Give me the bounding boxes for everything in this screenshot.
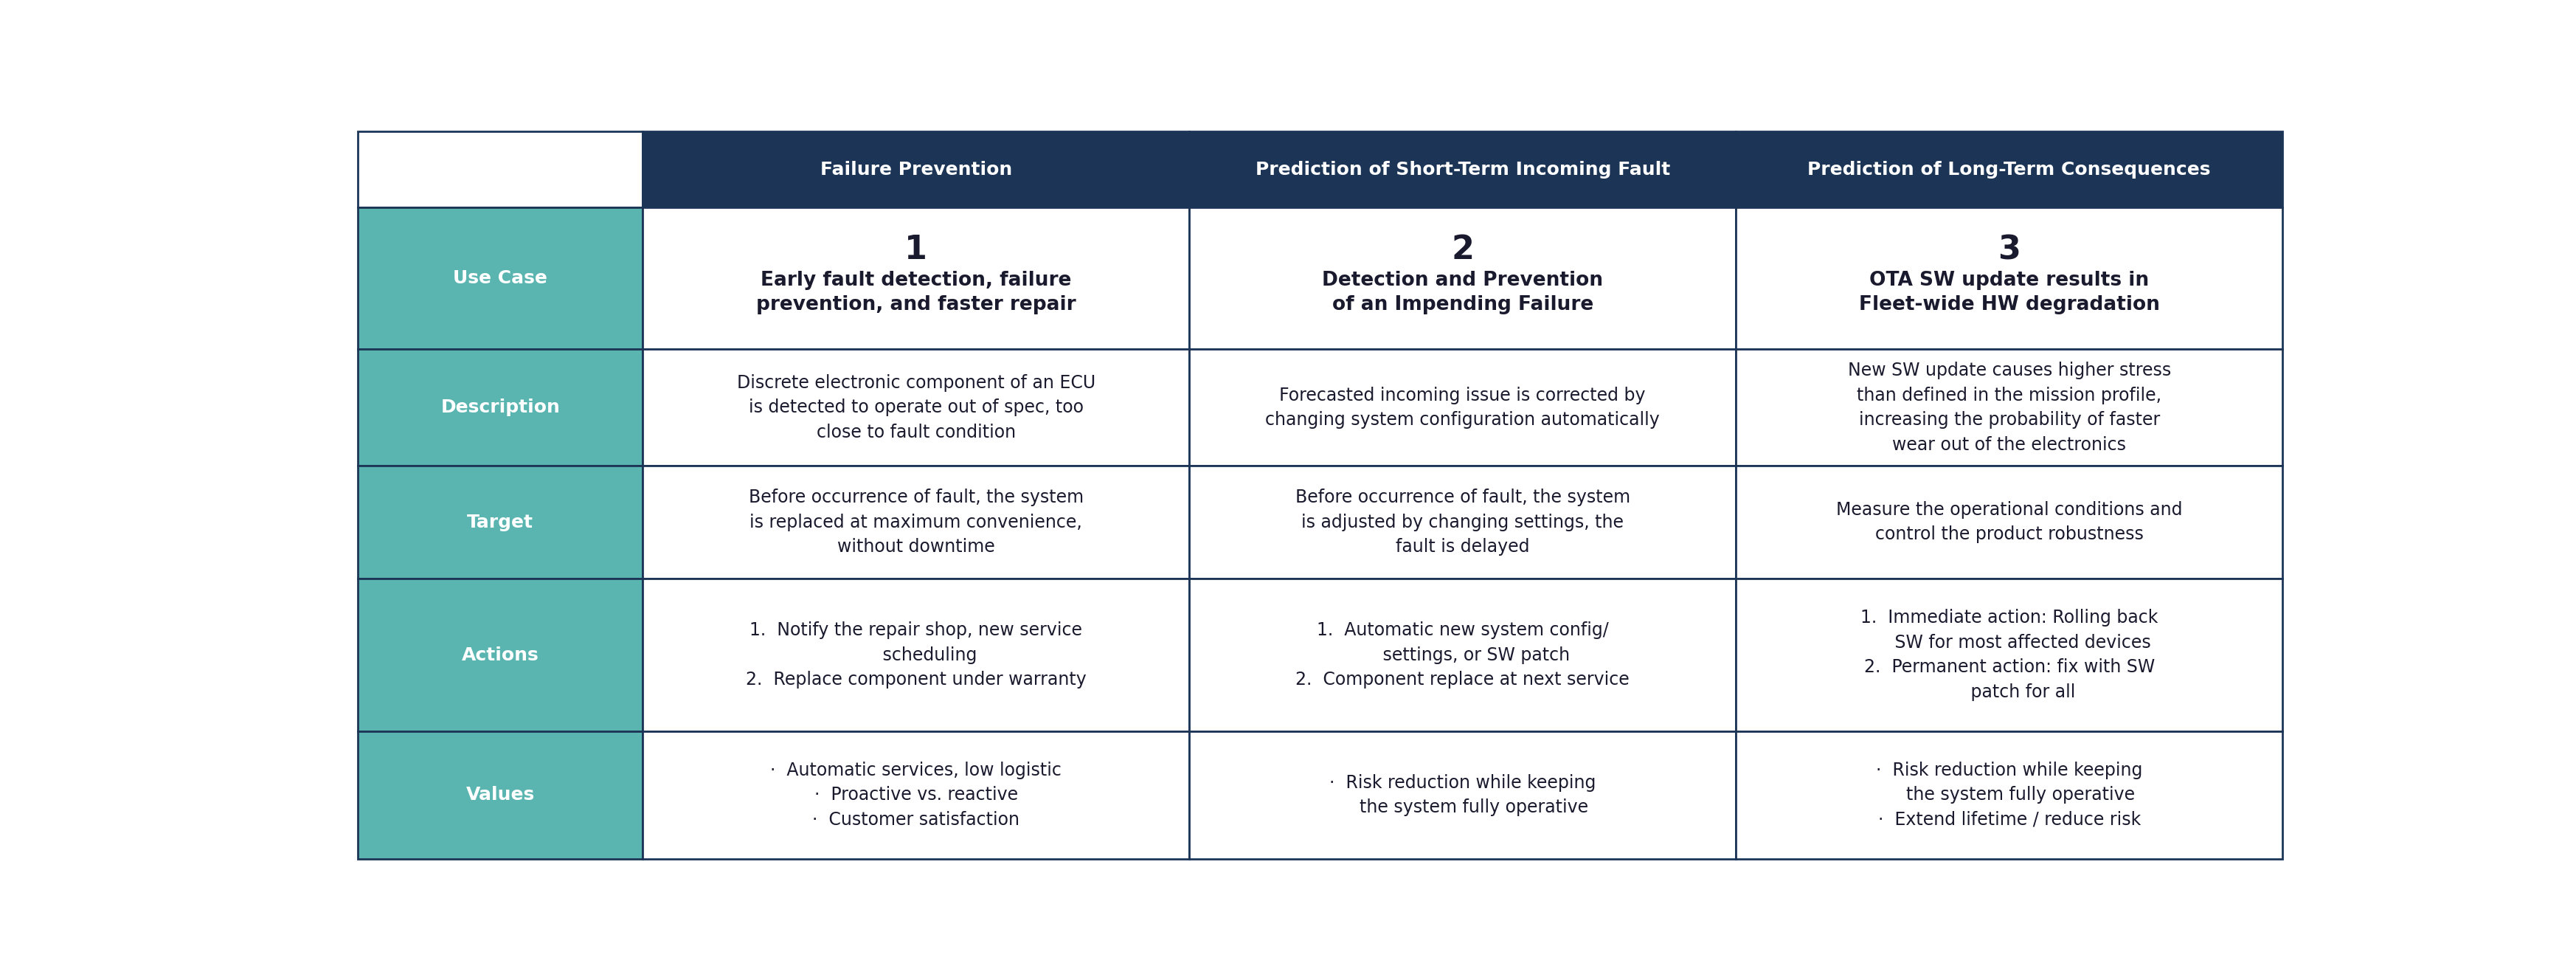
Text: 1: 1 [904, 234, 927, 266]
Bar [644, 131, 1190, 208]
Text: ·  Automatic services, low logistic
·  Proactive vs. reactive
·  Customer satisf: · Automatic services, low logistic · Pro… [770, 761, 1061, 828]
Text: 1.  Notify the repair shop, new service
     scheduling
2.  Replace component un: 1. Notify the repair shop, new service s… [744, 621, 1087, 689]
Bar [1190, 578, 1736, 731]
Bar [358, 131, 644, 208]
Text: Early fault detection, failure
prevention, and faster repair: Early fault detection, failure preventio… [757, 270, 1077, 315]
Text: Measure the operational conditions and
control the product robustness: Measure the operational conditions and c… [1837, 501, 2182, 543]
Text: Use Case: Use Case [453, 270, 549, 287]
Bar [1736, 350, 2282, 465]
Text: Actions: Actions [461, 646, 538, 663]
Bar [358, 208, 644, 350]
Text: Prediction of Long-Term Consequences: Prediction of Long-Term Consequences [1808, 161, 2210, 178]
Bar [644, 208, 1190, 350]
Text: Forecasted incoming issue is corrected by
changing system configuration automati: Forecasted incoming issue is corrected b… [1265, 386, 1659, 429]
Text: 2: 2 [1450, 234, 1473, 266]
Bar [358, 465, 644, 578]
Bar [358, 350, 644, 465]
Text: New SW update causes higher stress
than defined in the mission profile,
increasi: New SW update causes higher stress than … [1847, 362, 2172, 454]
Text: Description: Description [440, 399, 559, 416]
Text: ·  Risk reduction while keeping
    the system fully operative
·  Extend lifetim: · Risk reduction while keeping the syste… [1875, 761, 2143, 828]
Bar [1736, 208, 2282, 350]
Text: Values: Values [466, 786, 536, 804]
Bar [1736, 465, 2282, 578]
Bar [1190, 465, 1736, 578]
Text: 1.  Immediate action: Rolling back
     SW for most affected devices
2.  Permane: 1. Immediate action: Rolling back SW for… [1860, 609, 2159, 701]
Bar [644, 350, 1190, 465]
Bar [1190, 208, 1736, 350]
Text: 3: 3 [1999, 234, 2020, 266]
Text: 1.  Automatic new system config/
     settings, or SW patch
2.  Component replac: 1. Automatic new system config/ settings… [1296, 621, 1631, 689]
Text: Before occurrence of fault, the system
is replaced at maximum convenience,
witho: Before occurrence of fault, the system i… [750, 489, 1084, 556]
Text: Discrete electronic component of an ECU
is detected to operate out of spec, too
: Discrete electronic component of an ECU … [737, 374, 1095, 441]
Bar [644, 731, 1190, 858]
Text: Detection and Prevention
of an Impending Failure: Detection and Prevention of an Impending… [1321, 270, 1602, 315]
Bar [1190, 131, 1736, 208]
Text: Failure Prevention: Failure Prevention [819, 161, 1012, 178]
Bar [1736, 131, 2282, 208]
Text: OTA SW update results in
Fleet-wide HW degradation: OTA SW update results in Fleet-wide HW d… [1860, 270, 2159, 315]
Text: ·  Risk reduction while keeping
    the system fully operative: · Risk reduction while keeping the syste… [1329, 774, 1597, 816]
Bar [644, 465, 1190, 578]
Bar [1736, 578, 2282, 731]
Text: Prediction of Short-Term Incoming Fault: Prediction of Short-Term Incoming Fault [1255, 161, 1669, 178]
Bar [358, 731, 644, 858]
Text: Target: Target [466, 514, 533, 531]
Text: Before occurrence of fault, the system
is adjusted by changing settings, the
fau: Before occurrence of fault, the system i… [1296, 489, 1631, 556]
Bar [1736, 731, 2282, 858]
Bar [358, 578, 644, 731]
Bar [1190, 731, 1736, 858]
Bar [1190, 350, 1736, 465]
Bar [644, 578, 1190, 731]
